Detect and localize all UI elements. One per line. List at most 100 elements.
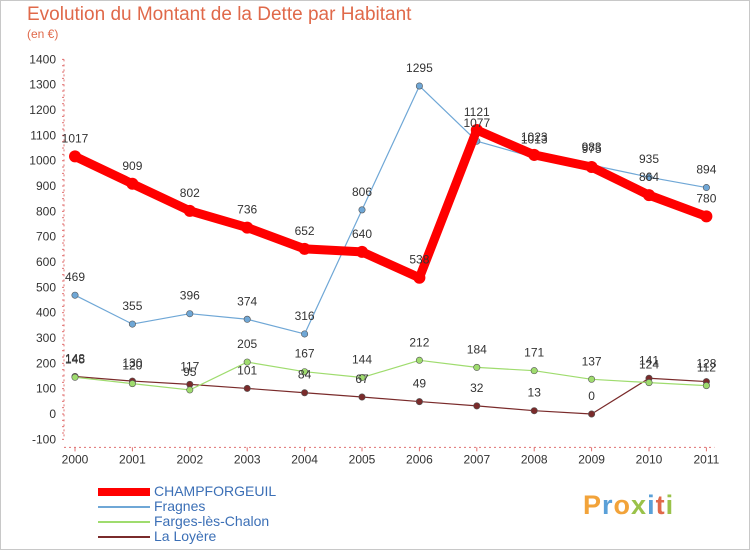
legend-swatch [98,536,150,538]
data-label: 205 [237,337,257,351]
data-label: 67 [355,372,369,386]
logo-letter: x [631,490,648,520]
legend-label: Fragnes [154,498,206,514]
data-point [643,189,655,202]
data-label: 84 [298,368,312,382]
data-label: 355 [122,299,142,313]
data-label: 538 [409,253,429,267]
y-tick-label: 400 [36,306,56,320]
x-tick-label: 2004 [291,452,318,466]
data-label: 130 [122,356,142,370]
data-point [243,358,251,366]
data-label: 806 [352,185,372,199]
legend-label: Farges-lès-Chalon [154,513,270,529]
y-tick-label: 200 [36,356,56,370]
data-label: 894 [696,163,716,177]
data-point [186,310,194,318]
data-label: 112 [697,361,716,375]
data-point [301,330,309,338]
data-point [473,402,481,410]
y-tick-label: -100 [32,432,56,446]
logo-letter: P [583,490,603,520]
legend-label: La Loyère [154,528,217,544]
y-tick-label: 700 [36,230,56,244]
y-tick-label: 900 [36,179,56,193]
data-point [128,320,136,328]
data-point [128,380,136,388]
data-label: 32 [470,381,484,395]
data-label: 148 [65,352,85,366]
data-point [415,356,423,364]
data-label: 124 [639,358,659,372]
data-label: 975 [582,142,602,156]
data-point [645,173,653,181]
data-point [183,204,196,217]
data-point [126,177,139,190]
data-point [301,368,309,376]
data-label: 128 [696,357,716,371]
data-label: 780 [696,191,716,205]
data-point [702,382,710,390]
proxiti-logo: Proxiti [583,490,674,521]
y-tick-label: 1000 [29,154,56,168]
data-label: 171 [524,346,544,360]
data-point [700,210,713,223]
data-label: 145 [65,352,85,366]
y-tick-label: 500 [36,280,56,294]
legend-swatch [98,521,150,523]
legend-label: CHAMPFORGEUIL [154,483,277,499]
x-tick-label: 2005 [349,452,376,466]
data-point [702,184,710,192]
data-label: 1017 [62,131,89,145]
data-label: 1295 [406,61,433,75]
data-point [415,82,423,90]
data-point [186,386,194,394]
data-point [528,148,541,161]
data-point [358,206,366,214]
y-tick-label: 1200 [29,103,56,117]
data-point [301,389,309,397]
data-label: 212 [409,335,429,349]
data-label: 652 [295,224,315,238]
data-point [243,384,251,392]
data-label: 736 [237,203,257,217]
series-line-la-loy-re [74,375,708,415]
data-point [415,398,423,406]
data-label: 640 [352,227,372,241]
x-tick-label: 2009 [578,452,605,466]
data-label: 49 [413,377,427,391]
data-point [71,373,79,381]
data-label: 101 [237,363,257,377]
data-point [358,393,366,401]
data-label: 0 [588,389,595,403]
chart-subtitle: (en €) [27,27,59,41]
data-label: 137 [582,354,602,368]
y-tick-label: 0 [49,407,56,421]
data-label: 316 [295,309,315,323]
logo-letter: i [647,490,656,520]
x-tick-label: 2002 [176,452,203,466]
x-tick-label: 2001 [119,452,146,466]
data-label: 144 [352,353,372,367]
data-point [69,150,81,163]
logo-letter: o [613,490,632,520]
data-label: 184 [467,342,487,356]
data-label: 802 [180,186,200,200]
data-label: 374 [237,294,257,308]
data-point [470,124,483,137]
data-label: 864 [639,170,659,184]
y-tick-label: 1400 [29,52,56,66]
y-tick-label: 300 [36,331,56,345]
x-tick-label: 2011 [693,452,719,466]
data-label: 983 [582,140,602,154]
data-label: 167 [295,347,315,361]
data-point [71,291,79,299]
data-point [356,245,368,258]
data-point [585,161,598,174]
data-point [298,242,311,255]
data-point [645,379,653,387]
data-label: 1121 [464,105,490,119]
data-label: 396 [180,289,200,303]
x-tick-label: 2000 [62,452,89,466]
